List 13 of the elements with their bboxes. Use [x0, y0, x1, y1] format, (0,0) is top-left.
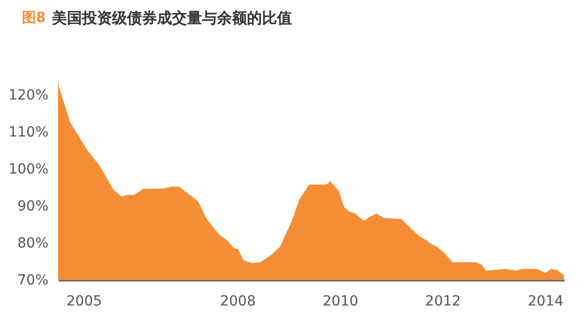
x-tick-label: 2005: [66, 294, 102, 310]
y-tick-label: 110%: [8, 124, 48, 140]
x-tick-label: 2010: [322, 294, 358, 310]
caption: 图8: [22, 10, 46, 26]
y-tick-label: 90%: [17, 198, 48, 214]
x-tick-label: 2014: [528, 294, 564, 310]
x-tick-label: 2012: [425, 294, 461, 310]
chart-title: 美国投资级债券成交量与余额的比值: [51, 9, 292, 27]
y-tick-label: 70%: [17, 272, 48, 288]
y-tick-label: 120%: [8, 87, 48, 104]
x-tick-label: 2008: [220, 294, 256, 310]
y-tick-label: 80%: [17, 235, 48, 252]
y-tick-label: 100%: [8, 161, 48, 178]
